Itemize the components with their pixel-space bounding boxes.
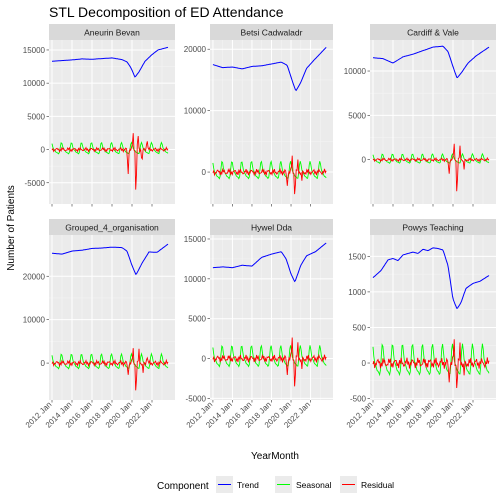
- residual-line: [51, 133, 169, 190]
- panel-betsi-cadwaladr: Betsi Cadwaladr 0 10000 20000: [184, 24, 333, 207]
- y-tick-label: 0: [202, 355, 207, 364]
- facet-strip-label: Hywel Dda: [251, 223, 292, 233]
- y-tick-label: 1000: [348, 288, 366, 297]
- y-tick-label: 10000: [23, 79, 46, 88]
- legend-items: Trend Seasonal Residual: [216, 476, 394, 493]
- legend-label: Trend: [237, 480, 259, 490]
- residual-line: [212, 337, 327, 387]
- y-tick-label: 0: [41, 359, 46, 368]
- y-tick-label: 5000: [348, 111, 366, 120]
- y-tick-label: 5000: [188, 315, 206, 324]
- facet-strip: [49, 24, 175, 40]
- y-axis-title: Number of Patients: [6, 185, 17, 271]
- y-tick-label: -5000: [186, 394, 207, 403]
- legend-label: Seasonal: [296, 480, 332, 490]
- facet-strip-label: Powys Teaching: [402, 223, 464, 233]
- facet-strip-label: Betsi Cadwaladr: [241, 28, 303, 38]
- y-tick-label: 15000: [23, 46, 46, 55]
- facet-strip: [210, 24, 333, 40]
- residual-line: [372, 339, 490, 389]
- legend-item-seasonal: Seasonal: [275, 476, 332, 493]
- facet-strip-label: Grouped_4_organisation: [65, 223, 159, 233]
- legend: Component Trend Seasonal Residual: [157, 476, 394, 493]
- legend-item-trend: Trend: [216, 476, 259, 493]
- trend-line: [372, 45, 490, 79]
- trend-line: [212, 242, 327, 283]
- y-tick-label: -5000: [25, 179, 46, 188]
- y-tick-label: 10000: [184, 107, 207, 116]
- chart-title: STL Decomposition of ED Attendance: [49, 4, 284, 20]
- panel-aneurin-bevan: Aneurin Bevan -5000 0 5000 10000 15000: [23, 24, 175, 207]
- residual-line: [212, 155, 327, 195]
- legend-item-residual: Residual: [340, 476, 394, 493]
- y-tick-label: 0: [362, 359, 367, 368]
- y-tick-label: 15000: [184, 235, 207, 244]
- legend-title: Component: [157, 481, 209, 492]
- facet-strip: [210, 219, 333, 235]
- trend-line: [51, 243, 169, 275]
- legend-label: Residual: [361, 480, 394, 490]
- y-tick-label: 0: [362, 156, 367, 165]
- y-tick-label: 0: [202, 168, 207, 177]
- y-tick-label: 1500: [348, 252, 366, 261]
- y-tick-label: 10000: [23, 316, 46, 325]
- facet-strip-label: Aneurin Bevan: [84, 28, 140, 38]
- trend-line: [372, 247, 490, 309]
- y-tick-label: 20000: [184, 45, 207, 54]
- residual-line: [372, 143, 490, 192]
- y-tick-label: 20000: [23, 272, 46, 281]
- y-tick-label: 0: [41, 146, 46, 155]
- facet-strip: [370, 219, 496, 235]
- panel-cardiff-vale: Cardiff & Vale 0 5000 10000: [344, 24, 496, 207]
- y-tick-label: 10000: [344, 67, 367, 76]
- y-tick-label: 10000: [184, 275, 207, 284]
- residual-line: [51, 348, 169, 391]
- y-tick-label: 5000: [27, 112, 45, 121]
- facet-strip: [49, 219, 175, 235]
- trend-line: [52, 46, 169, 78]
- trend-line: [212, 47, 327, 92]
- facet-strip: [370, 24, 496, 40]
- facet-strip-label: Cardiff & Vale: [407, 28, 459, 38]
- y-tick-label: -500: [350, 395, 367, 404]
- y-tick-label: 500: [353, 323, 367, 332]
- x-axis-title: YearMonth: [251, 451, 299, 462]
